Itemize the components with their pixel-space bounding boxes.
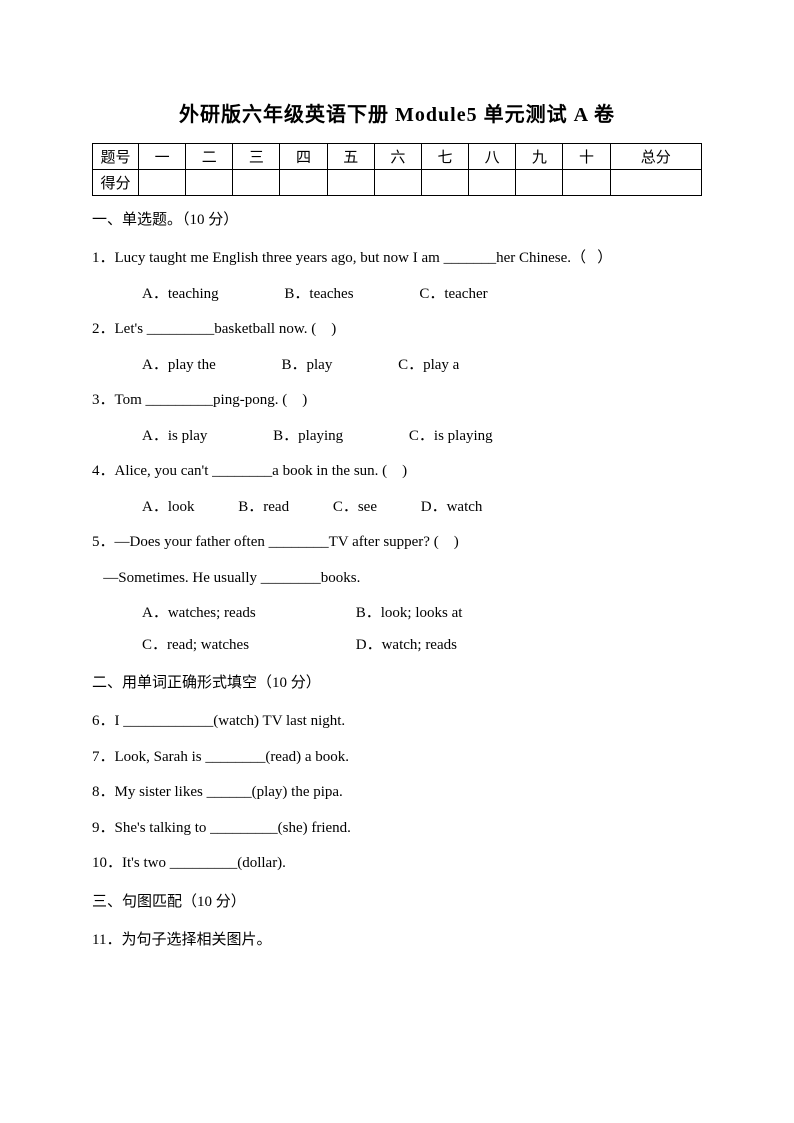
cell: 六 [374,144,421,170]
q1-opt-b: B．teaches [284,279,353,311]
cell [421,170,468,196]
q1-text: 1．Lucy taught me English three years ago… [92,243,702,275]
cell: 题号 [93,144,139,170]
q2-opt-b: B．play [281,350,332,382]
q4-opt-d: D．watch [421,492,483,524]
cell: 一 [139,144,186,170]
q8-text: 8．My sister likes ______(play) the pipa. [92,777,702,809]
q3-opt-c: C．is playing [409,421,493,453]
q5-options-row2: C．read; watches D．watch; reads [92,630,702,662]
score-table: 题号 一 二 三 四 五 六 七 八 九 十 总分 得分 [92,143,702,196]
q3-options: A．is play B．playing C．is playing [92,421,702,453]
cell: 八 [469,144,516,170]
cell: 十 [563,144,610,170]
q3-opt-b: B．playing [273,421,343,453]
cell: 五 [327,144,374,170]
table-row-score: 得分 [93,170,702,196]
q3-opt-a: A．is play [142,421,207,453]
q2-opt-c: C．play a [398,350,459,382]
cell [374,170,421,196]
q1-options: A．teaching B．teaches C．teacher [92,279,702,311]
q2-text: 2．Let's _________basketball now. ( ) [92,314,702,346]
q4-opt-a: A．look [142,492,195,524]
q5-opt-d: D．watch; reads [356,630,566,662]
section3-heading: 三、句图匹配（10 分） [92,890,702,911]
q3-text: 3．Tom _________ping-pong. ( ) [92,385,702,417]
q4-options: A．look B．read C．see D．watch [92,492,702,524]
cell [610,170,701,196]
cell: 二 [186,144,233,170]
cell [563,170,610,196]
q4-text: 4．Alice, you can't ________a book in the… [92,456,702,488]
cell: 得分 [93,170,139,196]
q2-options: A．play the B．play C．play a [92,350,702,382]
cell: 总分 [610,144,701,170]
cell: 四 [280,144,327,170]
q4-opt-b: B．read [238,492,289,524]
q4-opt-c: C．see [333,492,377,524]
section2-heading: 二、用单词正确形式填空（10 分） [92,671,702,692]
q5-line1: 5．—Does your father often ________TV aft… [92,527,702,559]
section1-heading: 一、单选题。（10 分） [92,208,702,229]
cell: 九 [516,144,563,170]
q5-line2: —Sometimes. He usually ________books. [92,563,702,595]
cell: 七 [421,144,468,170]
cell [327,170,374,196]
q6-text: 6．I ____________(watch) TV last night. [92,706,702,738]
q11-text: 11．为句子选择相关图片。 [92,925,702,957]
q2-opt-a: A．play the [142,350,216,382]
cell [280,170,327,196]
q9-text: 9．She's talking to _________(she) friend… [92,813,702,845]
q1-opt-c: C．teacher [419,279,487,311]
cell: 三 [233,144,280,170]
q5-opt-a: A．watches; reads [142,598,352,630]
cell [139,170,186,196]
table-row-header: 题号 一 二 三 四 五 六 七 八 九 十 总分 [93,144,702,170]
cell [186,170,233,196]
q1-opt-a: A．teaching [142,279,219,311]
q5-options-row1: A．watches; reads B．look; looks at [92,598,702,630]
cell [233,170,280,196]
q10-text: 10．It's two _________(dollar). [92,848,702,880]
q5-opt-b: B．look; looks at [356,598,566,630]
q7-text: 7．Look, Sarah is ________(read) a book. [92,742,702,774]
page-title: 外研版六年级英语下册 Module5 单元测试 A 卷 [92,98,702,127]
cell [469,170,516,196]
cell [516,170,563,196]
q5-opt-c: C．read; watches [142,630,352,662]
